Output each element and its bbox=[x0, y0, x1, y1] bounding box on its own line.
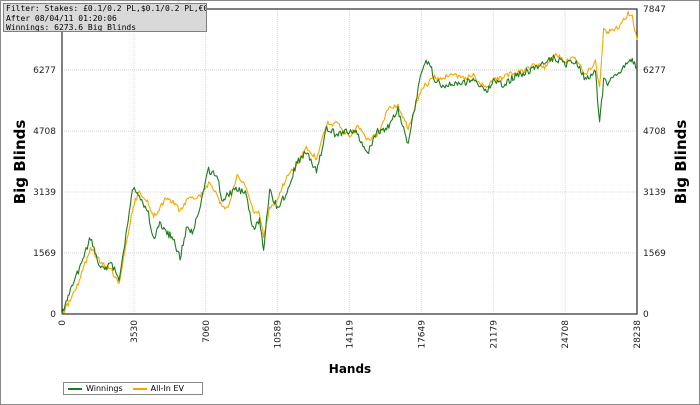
y-tick-label-right: 6277 bbox=[643, 66, 666, 76]
series-line-allin-ev bbox=[61, 10, 638, 315]
y-tick-label-left: 1569 bbox=[33, 249, 56, 259]
x-ticks: 0 3530 7060 10589 14119 17649 21179 24708 28238 bbox=[58, 320, 643, 349]
y-tick-label-right: 0 bbox=[643, 310, 649, 320]
legend-swatch-allin-ev bbox=[132, 387, 147, 390]
y-tick-label-right: 4708 bbox=[643, 127, 666, 137]
x-tick-label: 17649 bbox=[417, 320, 427, 349]
y-tick-label-right: 7847 bbox=[643, 5, 666, 15]
y-tick-label-left: 4708 bbox=[33, 127, 56, 137]
x-tick-label: 0 bbox=[58, 320, 68, 326]
grid-lines bbox=[61, 8, 638, 315]
plot-area bbox=[61, 8, 638, 315]
x-tick-label: 3530 bbox=[130, 320, 140, 343]
y-tick-label-left: 6277 bbox=[33, 66, 56, 76]
legend-item-winnings: Winnings bbox=[68, 384, 123, 393]
x-tick-label: 7060 bbox=[202, 320, 212, 343]
series-layer bbox=[61, 10, 638, 315]
y-tick-label-right: 1569 bbox=[643, 249, 666, 259]
y-tick-label-left: 0 bbox=[50, 310, 56, 320]
y-tick-label-right: 3139 bbox=[643, 188, 666, 198]
filter-stakes-text: Filter: Stakes: £0.1/0.2 PL,$0.1/0.2 PL,… bbox=[6, 4, 207, 13]
x-tick-label: 10589 bbox=[274, 320, 284, 349]
legend-label-winnings: Winnings bbox=[86, 384, 123, 393]
y-tick-label-left: 3139 bbox=[33, 188, 56, 198]
filter-info-box: Filter: Stakes: £0.1/0.2 PL,$0.1/0.2 PL,… bbox=[3, 3, 207, 32]
legend: Winnings All-In EV bbox=[63, 382, 203, 395]
y-axis-title-left: Big Blinds bbox=[11, 120, 29, 205]
x-tick-label: 28238 bbox=[633, 320, 643, 349]
y-axis-title-right: Big Blinds bbox=[672, 120, 690, 205]
legend-label-allin-ev: All-In EV bbox=[150, 384, 184, 393]
right-y-ticks: 0 1569 3139 4708 6277 7847 bbox=[643, 5, 666, 320]
legend-swatch-winnings bbox=[68, 387, 82, 390]
x-axis-title: Hands bbox=[329, 362, 371, 376]
filter-date-text: After 08/04/11 01:20:06 bbox=[6, 13, 117, 23]
x-tick-label: 24708 bbox=[561, 320, 571, 349]
winnings-summary-text: Winnings: 6273.6 Big Blinds bbox=[6, 23, 137, 32]
x-tick-label: 14119 bbox=[346, 320, 356, 349]
legend-item-allin-ev: All-In EV bbox=[132, 384, 184, 393]
x-tick-label: 21179 bbox=[489, 320, 499, 349]
series-line-winnings bbox=[61, 54, 638, 315]
